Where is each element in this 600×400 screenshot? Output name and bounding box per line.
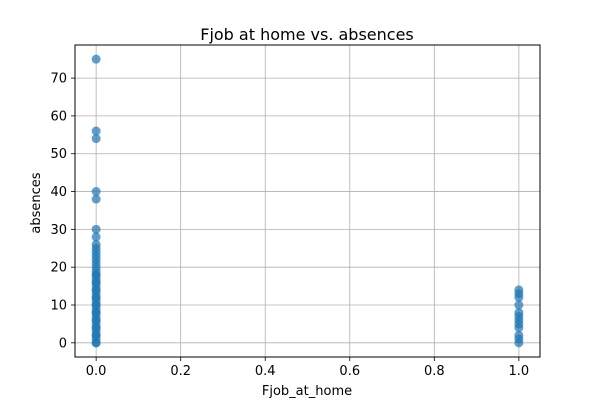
data-point bbox=[91, 126, 101, 136]
data-point bbox=[91, 315, 101, 325]
x-axis-label: Fjob_at_home bbox=[262, 384, 352, 399]
data-point bbox=[91, 187, 101, 197]
data-point bbox=[514, 308, 524, 318]
x-tick-label: 0.2 bbox=[170, 364, 191, 379]
data-point bbox=[514, 285, 524, 295]
data-point bbox=[91, 323, 101, 333]
data-point bbox=[91, 224, 101, 234]
data-point bbox=[91, 338, 101, 348]
data-point bbox=[91, 270, 101, 280]
y-tick-label: 40 bbox=[50, 185, 67, 200]
y-tick-label: 0 bbox=[59, 336, 67, 351]
data-point bbox=[91, 54, 101, 64]
x-tick-label: 0.0 bbox=[86, 364, 107, 379]
y-axis-label: absences bbox=[29, 172, 44, 233]
y-tick-label: 10 bbox=[50, 299, 67, 314]
x-tick-label: 0.4 bbox=[255, 364, 276, 379]
axes bbox=[74, 44, 541, 358]
data-point bbox=[91, 134, 101, 144]
data-point bbox=[91, 232, 101, 242]
x-tick-label: 1.0 bbox=[509, 364, 530, 379]
y-tick-label: 20 bbox=[50, 261, 67, 276]
chart-title: Fjob at home vs. absences bbox=[200, 25, 414, 44]
data-point bbox=[91, 292, 101, 302]
x-tick-label: 0.6 bbox=[339, 364, 360, 379]
y-tick-label: 70 bbox=[50, 72, 67, 87]
data-point bbox=[91, 330, 101, 340]
y-tick-label: 30 bbox=[50, 223, 67, 238]
x-tick-label: 0.8 bbox=[424, 364, 445, 379]
grid-lines bbox=[75, 45, 540, 357]
data-point bbox=[514, 300, 524, 310]
y-tick-label: 50 bbox=[50, 147, 67, 162]
data-point bbox=[91, 277, 101, 287]
data-point bbox=[91, 308, 101, 318]
data-point bbox=[91, 300, 101, 310]
x-axis-ticks: 0.0 0.2 0.4 0.6 0.8 1.0 bbox=[86, 357, 529, 379]
data-point bbox=[91, 194, 101, 204]
plot-frame bbox=[74, 44, 541, 358]
y-axis-ticks: 0 10 20 30 40 50 60 70 bbox=[50, 72, 75, 351]
data-point bbox=[91, 239, 101, 249]
data-point bbox=[514, 330, 524, 340]
data-point bbox=[91, 285, 101, 295]
scatter-points bbox=[91, 54, 524, 348]
y-tick-label: 60 bbox=[50, 109, 67, 124]
